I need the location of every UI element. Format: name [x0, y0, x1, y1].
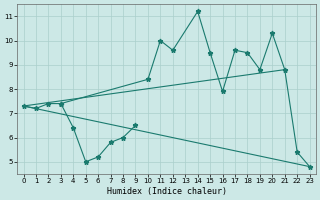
X-axis label: Humidex (Indice chaleur): Humidex (Indice chaleur) [107, 187, 227, 196]
